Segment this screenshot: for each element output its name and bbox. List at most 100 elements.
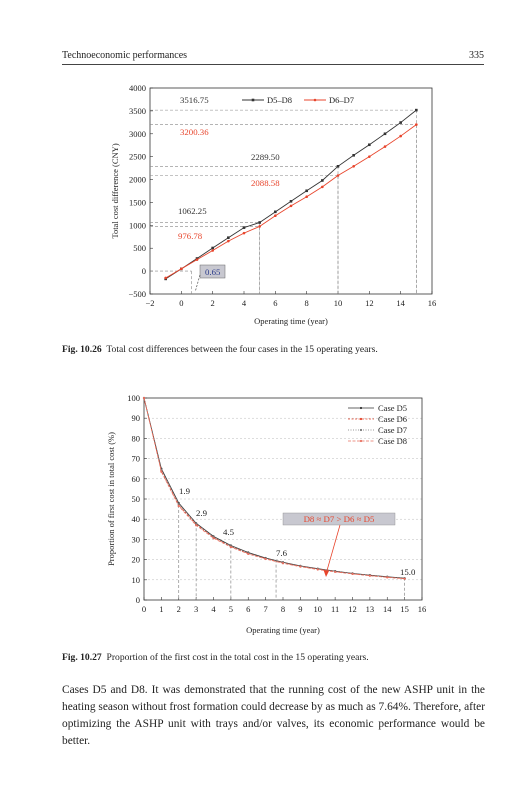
header-rule [62,64,484,65]
value-annotation: 1062.25 [178,206,207,216]
data-point [142,396,146,400]
y-tick-label: 60 [132,474,141,484]
y-tick-label: 80 [132,433,141,443]
x-tick-label: 0 [179,298,183,308]
data-point [211,246,214,250]
running-head: Technoeconomic performances 335 [62,50,484,61]
data-point [258,221,261,224]
legend-marker [359,439,363,443]
data-point [289,200,293,203]
y-axis-label: Total cost difference (CNY) [110,143,120,238]
legend-marker [251,98,255,102]
y-tick-label: 30 [132,534,141,544]
legend-marker [359,417,363,421]
data-point [195,522,198,525]
data-point [415,123,418,126]
x-tick-label: 3 [194,604,198,614]
y-tick-label: 20 [132,555,141,565]
x-tick-label: 1 [159,604,163,614]
data-point [368,143,371,147]
data-point [227,239,230,243]
x-tick-label: 10 [334,298,343,308]
value-annotation: 2289.50 [251,152,280,162]
series-line [143,397,405,579]
body-paragraph: Cases D5 and D8. It was demonstrated tha… [62,684,485,747]
data-point [160,470,163,473]
y-tick-label: 1000 [129,220,146,230]
y-tick-label: 2000 [129,175,146,185]
data-point [289,204,293,208]
data-point [212,537,215,540]
x-tick-label: 4 [211,604,216,614]
data-point [368,155,371,158]
caption-text: Proportion of the first cost in the tota… [106,652,369,663]
data-point [281,562,285,565]
x-tick-label: 6 [273,298,277,308]
x-tick-label: 14 [396,298,405,308]
data-point [368,574,371,577]
caption-text: Total cost differences between the four … [106,344,378,355]
y-tick-label: 50 [132,494,141,504]
y-tick-label: 2500 [129,152,146,162]
data-point [258,225,261,228]
data-point [352,153,355,157]
legend-label: Case D7 [378,425,407,435]
x-tick-label: 16 [418,604,427,614]
caption-label: Fig. 10.26 [62,344,102,355]
legend-label: Case D5 [378,403,407,413]
y-tick-label: 3500 [129,106,146,116]
x-tick-label: 15 [400,604,409,614]
y-tick-label: 0 [142,266,146,276]
highlight-box [199,264,226,279]
y-tick-label: −500 [128,289,146,299]
comparison-box [282,512,396,526]
data-point [274,214,277,218]
data-point [305,195,308,199]
legend-marker [359,428,363,432]
y-tick-label: 0 [136,595,140,605]
data-point [195,524,198,527]
data-point [415,108,418,112]
x-tick-label: 9 [298,604,302,614]
data-point [321,185,324,189]
data-point [164,276,167,280]
x-tick-label: 4 [242,298,247,308]
value-annotation: 15.0 [400,567,416,577]
data-point [352,164,355,168]
legend-label: D5–D8 [267,95,292,105]
x-axis-label: Operating time (year) [246,625,320,635]
x-tick-label: 10 [314,604,323,614]
data-point [383,145,387,148]
x-tick-label: 11 [331,604,339,614]
x-tick-label: 6 [246,604,250,614]
legend-label: Case D8 [378,436,407,446]
x-tick-label: 8 [305,298,309,308]
y-tick-label: 1500 [129,197,146,207]
legend-marker [359,406,363,410]
value-annotation: 0.65 [205,267,221,277]
annotation-arrowhead [323,570,329,577]
y-tick-label: 10 [132,575,141,585]
data-point [264,557,267,561]
y-tick-label: 500 [133,243,146,253]
data-point [383,132,387,136]
value-annotation: 2.9 [196,508,208,518]
value-annotation: 3200.36 [180,127,209,137]
data-point [321,179,324,182]
y-tick-label: 4000 [129,83,146,93]
x-tick-label: 5 [229,604,233,614]
data-point [386,576,389,579]
data-point [180,267,183,271]
figure-10-27-caption: Fig. 10.27 Proportion of the first cost … [62,652,484,664]
data-point [299,565,302,568]
data-point [195,258,199,261]
x-tick-label: 13 [366,604,375,614]
data-point [305,189,308,193]
data-point [316,568,319,571]
y-tick-label: 70 [132,454,141,464]
x-tick-label: 12 [365,298,374,308]
value-annotation: 4.5 [223,527,235,537]
x-tick-label: 14 [383,604,392,614]
data-point [177,504,180,508]
data-point [229,545,232,549]
